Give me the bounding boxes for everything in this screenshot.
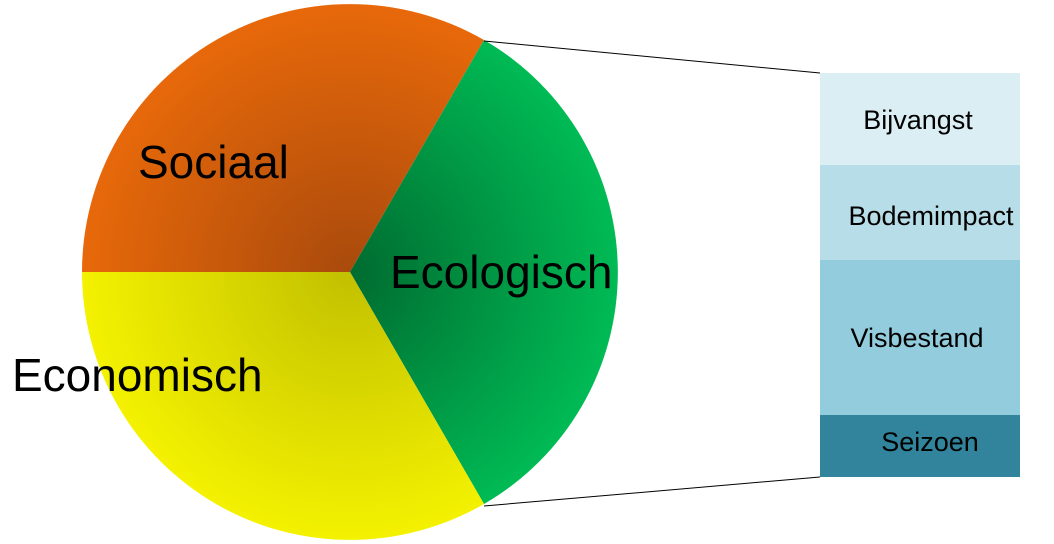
bar-segment: [820, 165, 1020, 260]
bar-label: Seizoen: [881, 427, 979, 457]
slice-label: Sociaal: [138, 136, 289, 188]
slice-ecologisch: [350, 40, 618, 504]
slice-economisch: [82, 272, 484, 540]
bar-segment: [820, 260, 1020, 415]
bar-label: Visbestand: [850, 323, 983, 353]
connector: [483, 40, 821, 74]
bar-label: Bijvangst: [863, 105, 973, 135]
slice-label: Economisch: [12, 349, 263, 401]
slice-sociaal: [82, 4, 484, 272]
slice-label: Ecologisch: [390, 246, 612, 298]
connector: [483, 476, 821, 507]
bar-segment: [820, 415, 1020, 477]
bar-segment: [820, 73, 1020, 165]
bar-label: Bodemimpact: [848, 201, 1014, 231]
